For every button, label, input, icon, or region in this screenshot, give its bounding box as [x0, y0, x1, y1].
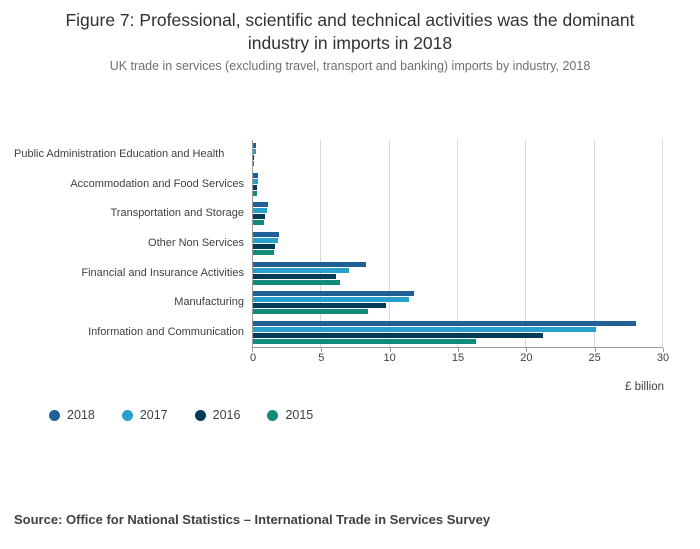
bar-2016	[253, 244, 275, 249]
gridline	[320, 140, 322, 347]
bar-2016	[253, 155, 255, 161]
legend-dot-icon	[49, 409, 60, 421]
bar-2018	[253, 291, 415, 297]
legend-item-2017: 2017	[121, 408, 168, 422]
category-label: Information and Communication	[88, 325, 244, 338]
plot-area	[252, 140, 663, 348]
x-axis-tick-mark	[594, 348, 596, 352]
bar-2015	[253, 338, 476, 344]
gridline	[525, 140, 527, 347]
legend-item-2016: 2016	[194, 408, 241, 422]
bar-2018	[253, 202, 269, 208]
legend: 2018 2017 2016 2015	[49, 408, 313, 422]
x-axis-tick-label: 20	[520, 352, 533, 364]
chart-title: Figure 7: Professional, scientific and t…	[65, 10, 635, 53]
category-label: Accommodation and Food Services	[70, 177, 244, 190]
source-note: Source: Office for National Statistics –…	[14, 512, 491, 527]
legend-label: 2015	[285, 408, 314, 422]
bar-2016	[253, 214, 266, 220]
bar-2017	[253, 326, 597, 332]
x-axis-tick-label: 0	[249, 352, 257, 364]
bar-2017	[253, 238, 278, 243]
legend-item-2015: 2015	[267, 408, 313, 422]
x-axis-tick-mark	[252, 348, 253, 352]
gridline	[388, 140, 390, 347]
x-axis-tick-label: 25	[588, 352, 601, 364]
bar-2016	[253, 332, 543, 338]
x-axis-tick-mark	[389, 348, 391, 352]
category-label: Financial and Insurance Activities	[81, 266, 244, 279]
chart-subtitle: UK trade in services (excluding travel, …	[109, 59, 591, 73]
x-axis-tick-label: 5	[318, 352, 325, 364]
bar-2016	[253, 303, 386, 309]
bar-2015	[253, 161, 255, 167]
bar-2018	[253, 172, 259, 178]
x-axis-unit-label: £ billion	[625, 381, 664, 393]
bar-2017	[253, 267, 349, 273]
legend-dot-icon	[121, 409, 133, 421]
legend-label: 2016	[212, 408, 241, 422]
category-label: Other Non Services	[148, 236, 244, 249]
legend-item-2018: 2018	[49, 408, 95, 422]
x-axis-tick-label: 15	[451, 352, 465, 364]
gridline	[457, 140, 458, 347]
x-axis-tick-mark	[526, 348, 528, 352]
bar-2015	[253, 279, 341, 285]
bar-2016	[253, 184, 258, 190]
legend-label: 2017	[139, 408, 168, 422]
bar-2017	[253, 178, 259, 184]
bar-2017	[253, 297, 409, 303]
bar-2015	[253, 250, 274, 255]
bar-2017	[253, 149, 256, 155]
x-axis-tick-mark	[663, 348, 664, 352]
category-label: Manufacturing	[174, 296, 244, 309]
bar-2018	[253, 143, 256, 149]
x-axis-tick-label: 10	[383, 352, 396, 364]
bar-2016	[253, 273, 337, 279]
bar-2015	[253, 309, 368, 315]
bar-2017	[253, 208, 267, 214]
x-axis-tick-mark	[458, 348, 459, 352]
category-label: Public Administration Education and Heal…	[14, 148, 225, 161]
legend-dot-icon	[267, 409, 279, 421]
gridline	[593, 140, 595, 347]
x-axis-tick-label: 30	[656, 352, 670, 364]
legend-dot-icon	[194, 409, 206, 421]
category-label: Transportation and Storage	[110, 207, 244, 220]
bar-2015	[253, 220, 264, 226]
bar-2018	[253, 261, 367, 267]
bar-2018	[253, 320, 636, 326]
legend-label: 2018	[67, 408, 95, 422]
category-labels: Public Administration Education and Heal…	[14, 140, 244, 347]
bar-2015	[253, 190, 258, 196]
gridline	[662, 140, 663, 347]
x-axis-tick-mark	[321, 348, 323, 352]
bar-2018	[253, 232, 279, 237]
